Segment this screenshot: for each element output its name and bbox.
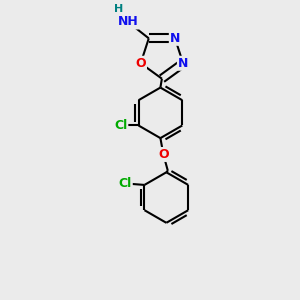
Text: N: N (170, 32, 180, 45)
Text: O: O (158, 148, 169, 161)
Text: H: H (114, 4, 124, 14)
Text: Cl: Cl (118, 177, 132, 190)
Text: Cl: Cl (114, 119, 127, 132)
Text: N: N (178, 57, 188, 70)
Text: NH: NH (118, 16, 138, 28)
Text: O: O (135, 57, 146, 70)
